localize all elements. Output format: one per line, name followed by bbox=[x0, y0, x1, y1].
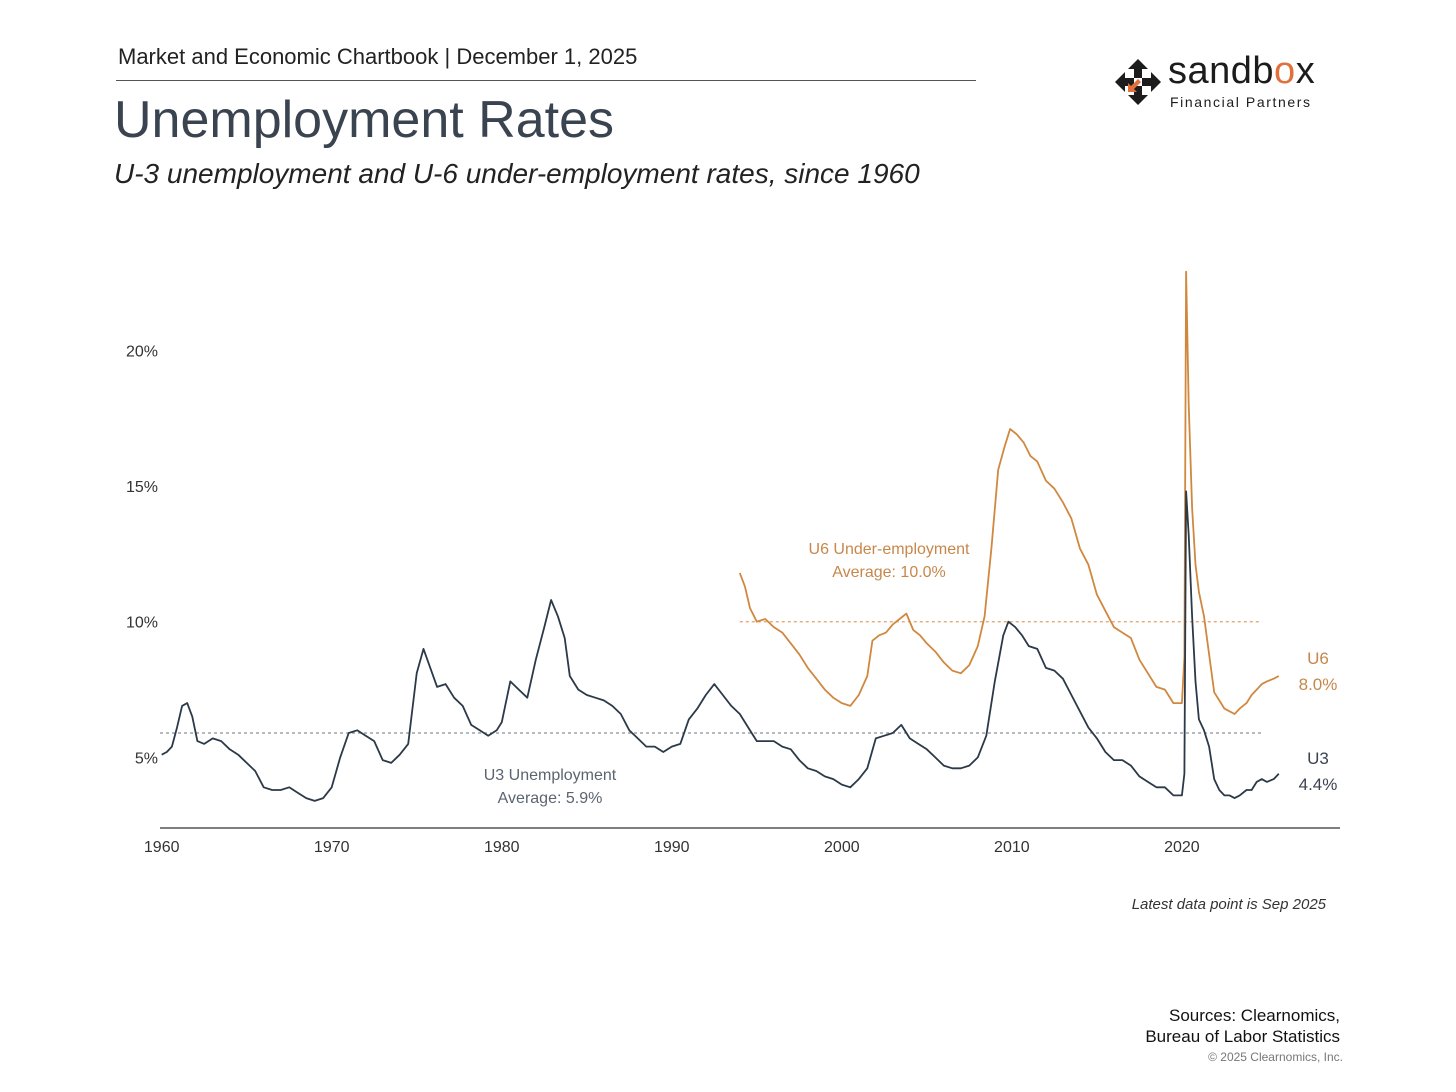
copyright: © 2025 Clearnomics, Inc. bbox=[1208, 1050, 1343, 1064]
sources-line-1: Sources: Clearnomics, bbox=[1168, 1006, 1340, 1025]
u3-annotation-average: Average: 5.9% bbox=[498, 790, 603, 807]
x-tick-label: 1970 bbox=[314, 839, 350, 856]
y-tick-label: 10% bbox=[126, 615, 158, 632]
u3-annotation-title: U3 Unemployment bbox=[484, 767, 617, 784]
chartbook-header: Market and Economic Chartbook | December… bbox=[118, 44, 638, 69]
header-rule bbox=[116, 80, 976, 81]
sources-line-2: Bureau of Labor Statistics bbox=[1145, 1027, 1340, 1046]
u6-annotation-title: U6 Under-employment bbox=[809, 541, 971, 558]
arrows-logo-icon bbox=[1115, 59, 1161, 105]
u3-end-label: U3 bbox=[1307, 749, 1329, 768]
logo-tagline: Financial Partners bbox=[1170, 94, 1312, 110]
logo-wordmark: sandbox bbox=[1168, 50, 1316, 92]
page-subtitle: U-3 unemployment and U-6 under-employmen… bbox=[114, 158, 920, 189]
latest-data-note: Latest data point is Sep 2025 bbox=[1131, 896, 1326, 913]
y-tick-label: 20% bbox=[126, 343, 158, 360]
sandbox-logo: sandbox Financial Partners bbox=[1114, 50, 1329, 116]
u6-end-label: U6 bbox=[1307, 649, 1329, 668]
x-tick-label: 1980 bbox=[484, 839, 520, 856]
u6-series-line bbox=[738, 270, 1280, 715]
y-tick-label: 5% bbox=[135, 750, 158, 767]
u6-annotation-average: Average: 10.0% bbox=[832, 564, 946, 581]
x-tick-label: 2020 bbox=[1164, 839, 1200, 856]
u3-series-line bbox=[161, 490, 1280, 802]
page-title: Unemployment Rates bbox=[114, 91, 614, 149]
x-tick-label: 1960 bbox=[144, 839, 180, 856]
x-tick-label: 1990 bbox=[654, 839, 690, 856]
x-tick-label: 2010 bbox=[994, 839, 1030, 856]
x-tick-label: 2000 bbox=[824, 839, 860, 856]
u3-end-value: 4.4% bbox=[1299, 775, 1338, 794]
y-tick-label: 15% bbox=[126, 479, 158, 496]
u6-end-value: 8.0% bbox=[1299, 675, 1338, 694]
sources-note: Sources: Clearnomics, Bureau of Labor St… bbox=[1145, 1005, 1340, 1047]
